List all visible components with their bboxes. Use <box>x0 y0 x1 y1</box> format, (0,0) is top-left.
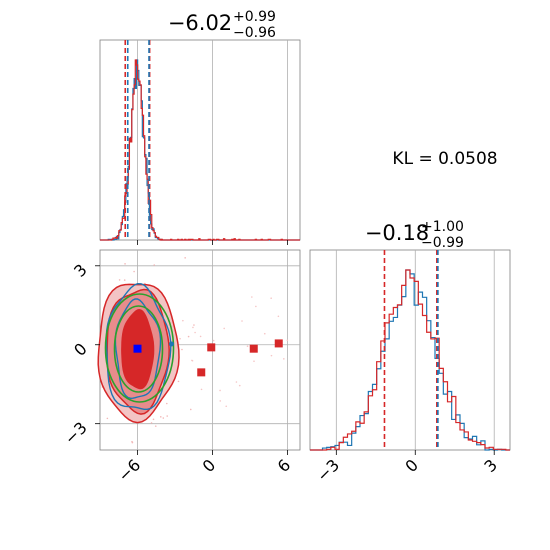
scatter-point <box>131 440 133 443</box>
x-tick-label: 0 <box>401 455 422 476</box>
scatter-point <box>166 415 168 417</box>
scatter-point <box>124 263 126 265</box>
scatter-point <box>235 381 238 383</box>
red-square <box>274 339 283 348</box>
scatter-point <box>283 358 285 360</box>
scatter-point <box>154 425 157 427</box>
param1-lower-error: −0.96 <box>233 25 276 41</box>
joint-panel: −6 0 6 3 0 −3 <box>61 249 301 486</box>
blue-square <box>133 344 142 353</box>
scatter-point <box>189 408 192 411</box>
scatter-point <box>166 402 168 405</box>
scatter-point <box>277 315 280 318</box>
scatter-point <box>153 264 156 266</box>
scatter-point <box>200 388 203 391</box>
scatter-point <box>133 270 135 273</box>
hist-blue <box>310 269 510 451</box>
scatter-point <box>286 339 289 342</box>
scatter-point <box>223 327 225 330</box>
hist-red <box>310 269 510 451</box>
scatter-point <box>255 305 257 308</box>
scatter-point <box>177 380 180 383</box>
scatter-point <box>251 296 253 298</box>
red-square <box>207 343 216 352</box>
y-tick-label: 3 <box>70 260 91 281</box>
green-ellipse-inner <box>113 305 164 393</box>
panel-frame <box>99 39 301 241</box>
scatter-point <box>187 335 190 338</box>
kl-label: KL = 0.0508 <box>392 149 497 169</box>
param1-median: −6.02 <box>168 11 232 35</box>
scatter-point <box>246 345 249 348</box>
y-tick-label: 0 <box>70 339 91 360</box>
x-tick-label: −6 <box>114 455 144 485</box>
y-tick-label: −3 <box>61 418 91 448</box>
green-ellipse-outer <box>104 293 175 403</box>
scatter-point <box>270 297 272 299</box>
scatter-point <box>184 257 186 259</box>
scatter-point <box>238 384 241 387</box>
scatter-point <box>225 405 228 408</box>
scatter-point <box>192 326 194 329</box>
x-tick-label: 3 <box>480 455 501 476</box>
scatter-point <box>199 335 202 338</box>
scatter-point <box>182 319 184 322</box>
scatter-point <box>253 360 255 363</box>
param2-upper-error: +1.00 <box>421 219 464 235</box>
red-square <box>197 368 206 377</box>
scatter-point <box>191 359 193 362</box>
scatter-point <box>150 422 153 424</box>
scatter-point <box>162 417 165 419</box>
scatter-point <box>263 332 266 335</box>
scatter-point <box>179 337 181 340</box>
scatter-point <box>152 418 155 421</box>
scatter-point <box>123 279 126 281</box>
scatter-point <box>193 324 195 326</box>
scatter-point <box>219 389 221 392</box>
scatter-point <box>194 331 196 334</box>
blue-marker <box>169 341 174 347</box>
scatter-point <box>181 348 183 351</box>
panel-frame <box>309 249 511 451</box>
scatter-point <box>219 400 222 402</box>
marginal-panel-param1: −6.02 +0.99 −0.96 <box>99 9 301 245</box>
x-tick-label: −3 <box>313 455 343 485</box>
scatter-point <box>241 320 243 322</box>
red-square <box>249 344 258 353</box>
scatter-point <box>270 354 273 357</box>
param1-upper-error: +0.99 <box>233 9 276 25</box>
param1-title: −6.02 <box>168 11 232 35</box>
scatter-point <box>212 339 215 342</box>
param2-median: −0.18 <box>365 221 429 245</box>
x-tick-label: 6 <box>274 455 295 476</box>
hist-red <box>100 59 300 241</box>
param2-lower-error: −0.99 <box>421 235 464 251</box>
marginal-panel-param2: −3 0 3 −0.18 +1.00 −0.99 <box>309 219 511 486</box>
scatter-point <box>118 279 121 281</box>
scatter-point <box>106 417 109 420</box>
x-tick-label: 0 <box>199 455 220 476</box>
scatter-point <box>159 416 162 418</box>
blue-contour-inner <box>114 298 162 400</box>
param2-title: −0.18 <box>365 221 429 245</box>
